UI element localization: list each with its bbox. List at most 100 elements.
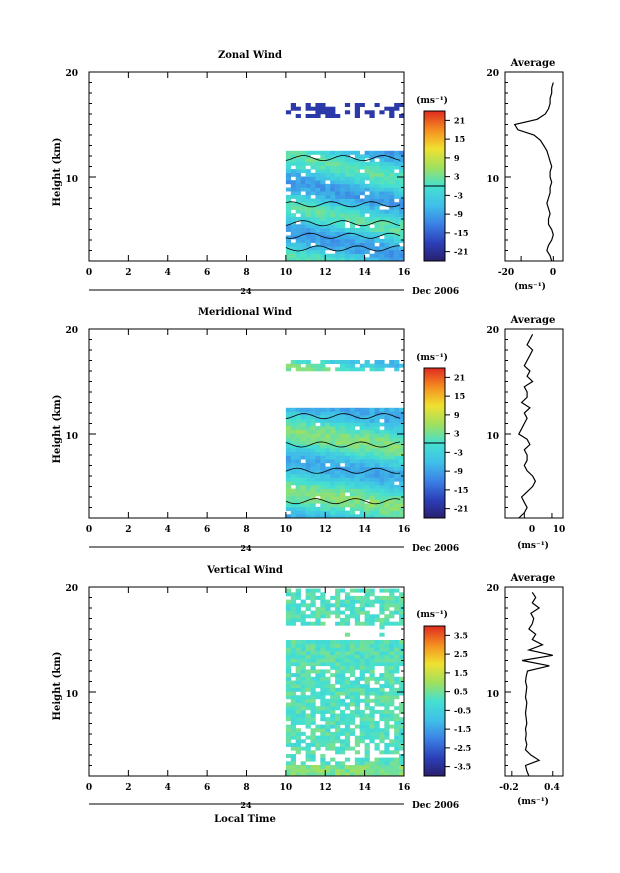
heatmap-cell	[300, 213, 306, 218]
heatmap-cell	[330, 662, 336, 667]
heatmap-cell	[389, 176, 395, 181]
heatmap-cell	[315, 165, 321, 170]
heatmap-cell	[394, 484, 400, 489]
heatmap-cell	[320, 213, 326, 218]
heatmap-cell	[344, 614, 351, 619]
heatmap-cell	[359, 224, 365, 229]
x-tick-label: 2	[125, 525, 131, 535]
heatmap-cell	[335, 422, 341, 427]
heatmap-cell	[300, 621, 306, 626]
heatmap-cell	[340, 709, 346, 714]
heatmap-cell	[354, 161, 360, 166]
heatmap-cell	[384, 742, 390, 747]
heatmap-cell	[285, 761, 292, 766]
heatmap-cell	[364, 176, 370, 181]
heatmap-cell	[295, 250, 301, 254]
heatmap-cell	[359, 415, 365, 420]
heatmap-cell	[320, 224, 326, 229]
heatmap-cell	[320, 772, 326, 776]
heatmap-cell	[369, 209, 375, 214]
heatmap-cell	[330, 437, 336, 442]
heatmap-cell	[394, 687, 400, 692]
heatmap-cell	[364, 462, 370, 467]
heatmap-cell	[349, 367, 356, 372]
heatmap-cell	[335, 514, 341, 518]
heatmap-cell	[315, 180, 321, 185]
heatmap-cell	[285, 742, 292, 747]
heatmap-cell	[369, 477, 375, 482]
heatmap-cell	[295, 440, 301, 445]
heatmap-cell	[364, 658, 370, 663]
heatmap-cell	[399, 599, 404, 604]
heatmap-cell	[344, 618, 351, 622]
heatmap-cell	[394, 765, 400, 769]
heatmap-cell	[320, 473, 326, 478]
heatmap-cell	[320, 761, 326, 766]
heatmap-cell	[344, 654, 351, 659]
heatmap-cell	[389, 411, 395, 416]
heatmap-cell	[315, 114, 321, 118]
heatmap-cell	[290, 470, 296, 475]
heatmap-cell	[330, 440, 336, 445]
heatmap-cell	[364, 198, 370, 203]
heatmap-cell	[320, 684, 326, 689]
heatmap-cell	[290, 191, 296, 196]
heatmap-cell	[310, 462, 316, 467]
heatmap-cell	[335, 651, 341, 656]
heatmap-cell	[310, 224, 316, 229]
heatmap-cell	[335, 720, 341, 725]
heatmap-cell	[379, 603, 385, 608]
heatmap-cell	[315, 684, 321, 689]
heatmap-cell	[344, 216, 351, 221]
heatmap-cell	[290, 202, 296, 207]
heatmap-cell	[295, 647, 301, 652]
heatmap-cell	[349, 183, 356, 188]
heatmap-cell	[320, 754, 326, 758]
heatmap-cell	[344, 746, 351, 751]
heatmap-cell	[285, 444, 292, 449]
heatmap-cell	[394, 495, 400, 500]
heatmap-cell	[349, 695, 356, 700]
heatmap-cell	[344, 499, 351, 504]
heatmap-cell	[359, 216, 365, 221]
heatmap-cell	[285, 161, 292, 166]
heatmap-cell	[354, 103, 360, 107]
heatmap-cell	[290, 687, 296, 692]
x-tick-label: 16	[398, 268, 411, 278]
heatmap-cell	[374, 198, 380, 203]
heatmap-cell	[379, 470, 385, 475]
heatmap-cell	[389, 242, 395, 247]
heatmap-cell	[369, 651, 375, 656]
heatmap-cell	[379, 473, 385, 478]
heatmap-cell	[325, 165, 331, 170]
heatmap-cell	[330, 643, 336, 648]
heatmap-cell	[364, 669, 370, 674]
heatmap-cell	[295, 205, 301, 210]
heatmap-cell	[364, 477, 370, 482]
heatmap-cell	[394, 246, 400, 251]
heatmap-cell	[394, 103, 400, 107]
heatmap-cell	[300, 665, 306, 670]
heatmap-cell	[325, 499, 331, 504]
heatmap-cell	[310, 757, 316, 762]
heatmap-cell	[389, 514, 395, 518]
heatmap-cell	[320, 735, 326, 740]
heatmap-cell	[320, 610, 326, 615]
heatmap-cell	[340, 360, 346, 364]
heatmap-cell	[369, 418, 375, 423]
heatmap-cell	[354, 462, 360, 467]
heatmap-cell	[354, 739, 360, 744]
heatmap-cell	[379, 698, 385, 703]
heatmap-cell	[305, 702, 311, 707]
heatmap-cell	[290, 510, 296, 515]
heatmap-cell	[374, 183, 380, 188]
heatmap-cell	[340, 720, 346, 725]
heatmap-cell	[320, 643, 326, 648]
heatmap-cell	[389, 488, 395, 493]
heatmap-cell	[394, 227, 400, 232]
heatmap-cell	[310, 702, 316, 707]
heatmap-cell	[394, 250, 400, 254]
heatmap-cell	[384, 495, 390, 500]
heatmap-cell	[379, 761, 385, 766]
